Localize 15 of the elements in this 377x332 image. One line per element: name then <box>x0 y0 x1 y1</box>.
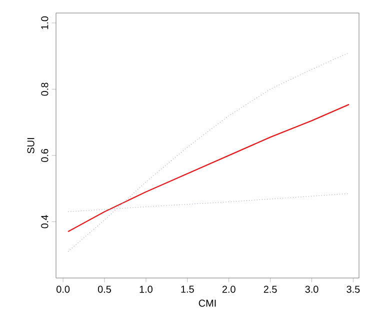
x-tick-label: 3.0 <box>305 286 318 293</box>
y-tick-label: 0.8 <box>41 82 48 96</box>
x-tick-label: 2.0 <box>222 286 236 293</box>
y-axis-title: SUI <box>27 138 34 154</box>
x-tick-label: 0.0 <box>56 286 70 293</box>
x-tick-label: 0.5 <box>98 286 112 293</box>
x-tick-label: 3.5 <box>346 286 360 293</box>
y-tick-label: 0.4 <box>41 215 48 228</box>
y-tick-label: 1.0 <box>41 16 48 30</box>
y-tick-label: 0.6 <box>41 148 48 162</box>
x-tick-label: 1.5 <box>181 286 194 293</box>
x-tick-label: 1.0 <box>140 286 152 293</box>
line-series <box>68 52 350 252</box>
x-tick-label: 2.5 <box>264 286 277 293</box>
x-axis-title: CMI <box>198 300 216 307</box>
